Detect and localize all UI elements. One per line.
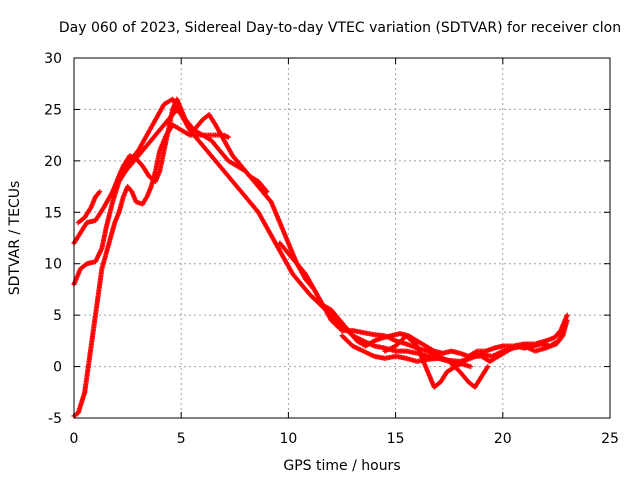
y-tick-label: 20 — [44, 154, 62, 170]
series-8 — [75, 189, 103, 226]
y-axis-label: SDTVAR / TECUs — [7, 181, 23, 296]
data-point — [225, 134, 231, 140]
grid-lines — [74, 58, 610, 418]
data-points — [71, 96, 570, 419]
series-6 — [382, 322, 568, 390]
data-point — [485, 364, 491, 370]
data-point — [564, 317, 570, 323]
plot-frame — [73, 57, 611, 419]
series-4 — [114, 96, 270, 195]
x-tick-label: 10 — [279, 431, 297, 447]
chart-title: Day 060 of 2023, Sidereal Day-to-day VTE… — [59, 20, 621, 36]
y-tick-label: -5 — [48, 411, 62, 427]
y-tick-label: 25 — [44, 102, 62, 118]
x-tick-label: 25 — [601, 431, 619, 447]
data-point — [564, 312, 570, 318]
x-tick-label: 20 — [494, 431, 512, 447]
data-point — [264, 189, 270, 195]
x-tick-label: 5 — [177, 431, 186, 447]
y-tick-label: 30 — [44, 51, 62, 67]
series-3 — [71, 122, 231, 419]
y-tick-label: 10 — [44, 257, 62, 273]
data-point — [468, 364, 474, 370]
series-7 — [339, 317, 570, 364]
series-5 — [277, 240, 570, 359]
y-tick-label: 5 — [53, 308, 62, 324]
data-point — [97, 189, 103, 195]
x-axis-label: GPS time / hours — [283, 458, 400, 474]
y-tick-label: 15 — [44, 205, 62, 221]
x-tick-label: 15 — [387, 431, 405, 447]
x-tick-label: 0 — [70, 431, 79, 447]
y-tick-label: 0 — [53, 360, 62, 376]
